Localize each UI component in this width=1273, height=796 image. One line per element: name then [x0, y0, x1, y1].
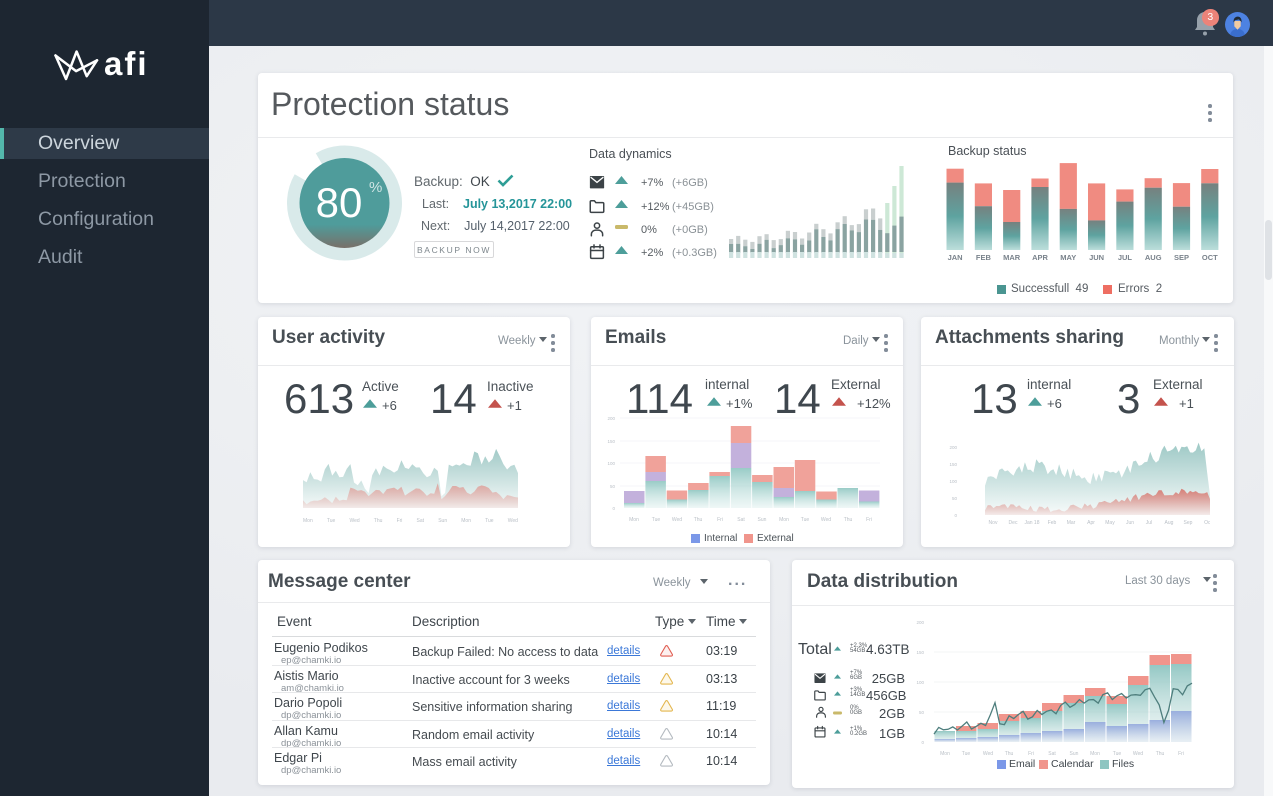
svg-text:50: 50	[610, 484, 616, 489]
svg-text:80: 80	[316, 179, 363, 226]
svg-text:Feb: Feb	[1048, 520, 1057, 526]
svg-text:Mon: Mon	[779, 517, 789, 523]
svg-text:AUG: AUG	[1145, 253, 1162, 262]
svg-text:Mon: Mon	[629, 517, 639, 523]
svg-text:May: May	[1105, 520, 1115, 526]
svg-text:SEP: SEP	[1174, 253, 1189, 262]
svg-text:0: 0	[921, 740, 924, 745]
svg-text:%: %	[369, 179, 382, 196]
svg-text:100: 100	[916, 680, 924, 685]
svg-text:Fri: Fri	[717, 517, 723, 523]
svg-text:200: 200	[916, 620, 924, 625]
svg-text:Wed: Wed	[983, 751, 993, 757]
svg-text:0: 0	[954, 513, 957, 518]
svg-text:Thu: Thu	[1156, 751, 1165, 757]
svg-text:Oct: Oct	[1204, 520, 1210, 526]
svg-text:MAY: MAY	[1060, 253, 1076, 262]
svg-text:FEB: FEB	[976, 253, 992, 262]
svg-text:Fri: Fri	[866, 517, 872, 523]
svg-text:Mar: Mar	[1067, 520, 1076, 526]
svg-text:Nov: Nov	[989, 520, 998, 526]
svg-text:Thu: Thu	[1005, 751, 1014, 757]
svg-text:Mon: Mon	[940, 751, 950, 757]
svg-text:MAR: MAR	[1003, 253, 1021, 262]
svg-text:200: 200	[607, 416, 615, 421]
svg-text:Tue: Tue	[1113, 751, 1122, 757]
svg-text:Sat: Sat	[1048, 751, 1056, 757]
svg-text:Tue: Tue	[801, 517, 810, 523]
svg-text:200: 200	[949, 445, 957, 450]
svg-text:Mon: Mon	[1090, 751, 1100, 757]
svg-text:Tue: Tue	[962, 751, 971, 757]
svg-text:Jun: Jun	[1126, 520, 1134, 526]
svg-text:Dec: Dec	[1009, 520, 1018, 526]
svg-text:Sep: Sep	[1184, 520, 1193, 526]
svg-text:150: 150	[607, 439, 615, 444]
svg-text:JUN: JUN	[1089, 253, 1104, 262]
svg-text:Fri: Fri	[1028, 751, 1034, 757]
svg-text:Tue: Tue	[652, 517, 661, 523]
svg-text:Fri: Fri	[1178, 751, 1184, 757]
svg-text:Wed: Wed	[672, 517, 682, 523]
svg-text:Apr: Apr	[1087, 520, 1095, 526]
svg-text:JAN: JAN	[948, 253, 963, 262]
svg-text:Sun: Sun	[1070, 751, 1079, 757]
svg-text:150: 150	[949, 462, 957, 467]
svg-text:Jul: Jul	[1146, 520, 1152, 526]
svg-text:APR: APR	[1032, 253, 1048, 262]
svg-text:Wed: Wed	[1133, 751, 1143, 757]
svg-text:Thu: Thu	[844, 517, 853, 523]
svg-text:Sun: Sun	[758, 517, 767, 523]
svg-text:Wed: Wed	[821, 517, 831, 523]
svg-text:150: 150	[916, 650, 924, 655]
svg-text:0: 0	[612, 506, 615, 511]
svg-text:50: 50	[952, 496, 958, 501]
svg-text:Jan 18: Jan 18	[1024, 520, 1039, 526]
svg-text:100: 100	[949, 479, 957, 484]
svg-text:50: 50	[919, 710, 925, 715]
svg-text:Thu: Thu	[694, 517, 703, 523]
svg-text:100: 100	[607, 461, 615, 466]
svg-text:OCT: OCT	[1202, 253, 1218, 262]
svg-text:JUL: JUL	[1118, 253, 1133, 262]
svg-text:Sat: Sat	[737, 517, 745, 523]
svg-text:Aug: Aug	[1165, 520, 1174, 526]
